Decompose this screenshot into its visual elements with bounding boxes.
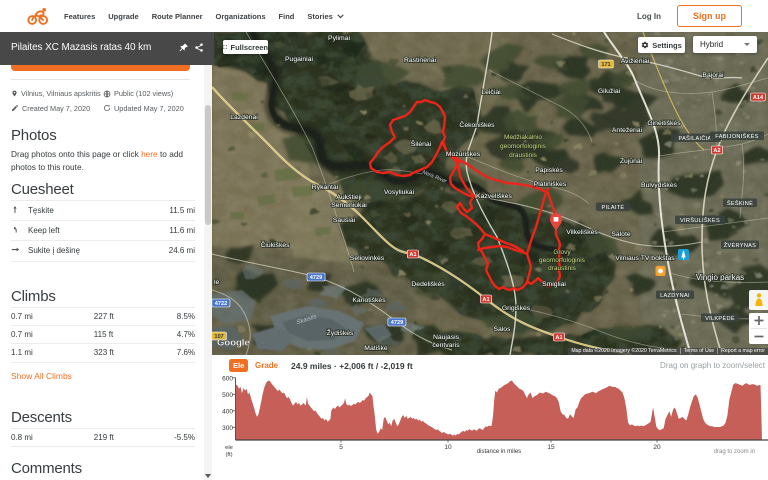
- svg-text:4729: 4729: [391, 320, 403, 326]
- svg-text:10: 10: [444, 444, 452, 451]
- svg-text:Google: Google: [217, 338, 250, 349]
- svg-text:draustinis: draustinis: [509, 152, 538, 159]
- svg-text:4722: 4722: [215, 301, 227, 307]
- svg-text:Kariotiškės: Kariotiškės: [352, 297, 386, 304]
- svg-text:Gilužiai: Gilužiai: [598, 88, 621, 95]
- svg-text:(ft): (ft): [225, 452, 232, 458]
- svg-text:lė: lė: [214, 279, 220, 286]
- svg-text:draustinis: draustinis: [548, 265, 577, 272]
- svg-text:5: 5: [339, 444, 343, 451]
- svg-text:Gineitiškės: Gineitiškės: [647, 120, 681, 127]
- svg-text:VIRŠULIŠKĖS: VIRŠULIŠKĖS: [680, 217, 720, 224]
- svg-text:PILAITĖ: PILAITĖ: [602, 204, 625, 211]
- svg-text:Šilėnai: Šilėnai: [411, 139, 432, 148]
- svg-text:300: 300: [222, 425, 233, 432]
- svg-text:A14: A14: [753, 95, 764, 101]
- svg-text:Salotė: Salotė: [611, 231, 630, 238]
- svg-text:distance in miles: distance in miles: [477, 449, 521, 455]
- svg-text:ŠEŠKINĖ: ŠEŠKINĖ: [727, 200, 753, 207]
- svg-text:Papiskės: Papiskės: [535, 167, 563, 174]
- svg-text:15: 15: [547, 444, 555, 451]
- svg-text:Salos: Salos: [493, 326, 511, 333]
- svg-text:4729: 4729: [310, 275, 322, 281]
- svg-text:FABIJONIŠKĖS: FABIJONIŠKĖS: [715, 133, 758, 140]
- svg-text:Leičiai: Leičiai: [481, 89, 501, 96]
- svg-text:Bajorai: Bajorai: [702, 72, 724, 79]
- svg-text:Rastinėnai: Rastinėnai: [404, 57, 437, 64]
- svg-text:Matiškė: Matiškė: [364, 345, 388, 352]
- svg-text:400: 400: [222, 408, 233, 415]
- svg-text:geomorfologinis: geomorfologinis: [500, 143, 547, 150]
- svg-text:Sausiai: Sausiai: [333, 217, 356, 224]
- svg-text:Vilniaus TV bokštas: Vilniaus TV bokštas: [615, 255, 675, 262]
- svg-text:Dedeliškės: Dedeliškės: [411, 281, 445, 288]
- svg-text:Seliovinkės: Seliovinkės: [350, 255, 385, 262]
- svg-text:Grigiškės: Grigiškės: [502, 305, 531, 312]
- svg-text:A1: A1: [409, 252, 416, 258]
- svg-text:Pylimai: Pylimai: [328, 35, 350, 42]
- svg-text:Vingio parkas: Vingio parkas: [696, 273, 744, 282]
- svg-text:Grovy: Grovy: [553, 249, 571, 256]
- svg-text:107: 107: [214, 334, 223, 340]
- svg-text:600: 600: [222, 375, 233, 382]
- svg-text:drag to zoom in: drag to zoom in: [714, 449, 755, 455]
- svg-text:A2: A2: [713, 148, 720, 154]
- svg-text:LAZDYNAI: LAZDYNAI: [660, 293, 690, 299]
- svg-text:Pugainiai: Pugainiai: [285, 56, 313, 63]
- svg-text:PAŠILAIČIAI: PAŠILAIČIAI: [679, 135, 714, 142]
- svg-text:Lazdėnai: Lazdėnai: [230, 114, 258, 121]
- svg-text:Platiniškės: Platiniškės: [534, 181, 567, 188]
- svg-text:ele: ele: [225, 445, 233, 451]
- svg-text:VILKPĖDĖ: VILKPĖDĖ: [705, 315, 735, 322]
- svg-text:geomorfologinis: geomorfologinis: [539, 257, 586, 264]
- svg-text:Vilkeliškės: Vilkeliškės: [566, 229, 598, 236]
- svg-text:čentvaris: čentvaris: [432, 342, 460, 349]
- svg-text:Bulvydiškės: Bulvydiškės: [641, 182, 677, 189]
- svg-text:Antežeriai: Antežeriai: [612, 127, 643, 134]
- svg-text:Kazveliškės: Kazveliškės: [476, 193, 512, 200]
- svg-text:500: 500: [222, 392, 233, 399]
- svg-text:Aukštieji: Aukštieji: [336, 194, 362, 201]
- svg-text:A1: A1: [555, 335, 562, 341]
- svg-text:Zujūnai: Zujūnai: [620, 158, 643, 165]
- svg-text:Čiukiškės: Čiukiškės: [260, 240, 290, 249]
- svg-text:Čekoniškės: Čekoniškės: [459, 120, 495, 129]
- svg-text:Vosyliukai: Vosyliukai: [384, 189, 415, 196]
- svg-text:Smigliai: Smigliai: [542, 281, 566, 288]
- svg-text:20: 20: [653, 444, 661, 451]
- svg-text:ŽVĖRYNAS: ŽVĖRYNAS: [724, 241, 756, 249]
- svg-text:Rykantai: Rykantai: [312, 184, 339, 191]
- svg-text:Semeniukai: Semeniukai: [331, 202, 367, 209]
- svg-text:Mozūriškės: Mozūriškės: [446, 151, 481, 158]
- svg-text:Medžiakalnio: Medžiakalnio: [504, 134, 542, 141]
- svg-text:Avižieniai: Avižieniai: [621, 58, 650, 65]
- svg-text:Naujasis: Naujasis: [433, 334, 460, 341]
- svg-text:171: 171: [601, 62, 610, 68]
- svg-text:A1: A1: [482, 297, 489, 303]
- svg-text:Žydiškės: Žydiškės: [327, 328, 354, 337]
